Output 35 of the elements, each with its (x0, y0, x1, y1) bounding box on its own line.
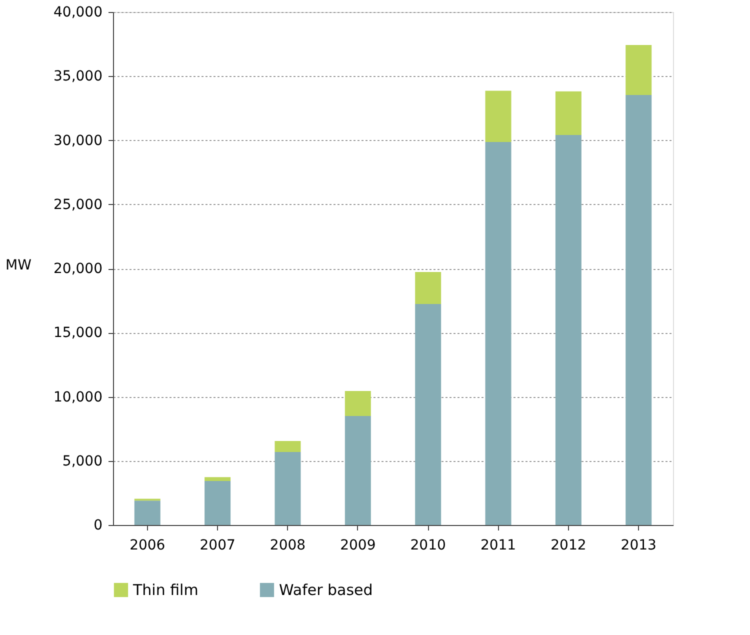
bar (274, 440, 301, 452)
y-tick-label: 5,000 (62, 453, 102, 470)
x-tick-label: 2010 (410, 538, 446, 554)
bar (555, 134, 582, 525)
x-tick-label: 2009 (340, 538, 376, 554)
y-axis-title: MW (6, 258, 32, 274)
y-tick-label: 15,000 (54, 325, 102, 342)
bar (344, 390, 371, 416)
x-tick-label: 2012 (550, 538, 586, 554)
bar (415, 272, 442, 304)
y-tick-label: 0 (94, 518, 102, 534)
x-tick-label: 2007 (200, 538, 236, 554)
bar (485, 90, 512, 142)
legend-label: Thin film (132, 581, 198, 599)
y-tick-label: 25,000 (54, 196, 102, 213)
bar (274, 452, 301, 525)
x-tick-label: 2013 (620, 538, 656, 554)
bar (204, 481, 231, 525)
bar (204, 477, 231, 482)
bar (415, 304, 442, 525)
bar (344, 416, 371, 525)
bar (626, 94, 652, 525)
bar (555, 91, 582, 135)
bar (626, 44, 652, 95)
y-tick-label: 30,000 (54, 132, 102, 149)
x-tick-label: 2011 (480, 538, 516, 554)
y-tick-label: 10,000 (54, 389, 102, 406)
legend-label: Wafer based (279, 581, 373, 599)
y-tick-label: 20,000 (54, 261, 102, 277)
y-tick-label: 35,000 (54, 68, 102, 85)
bar (485, 142, 512, 525)
x-tick-label: 2006 (130, 538, 166, 554)
bar (134, 500, 160, 525)
x-tick-label: 2008 (270, 538, 306, 554)
y-tick-label: 40,000 (54, 4, 102, 20)
